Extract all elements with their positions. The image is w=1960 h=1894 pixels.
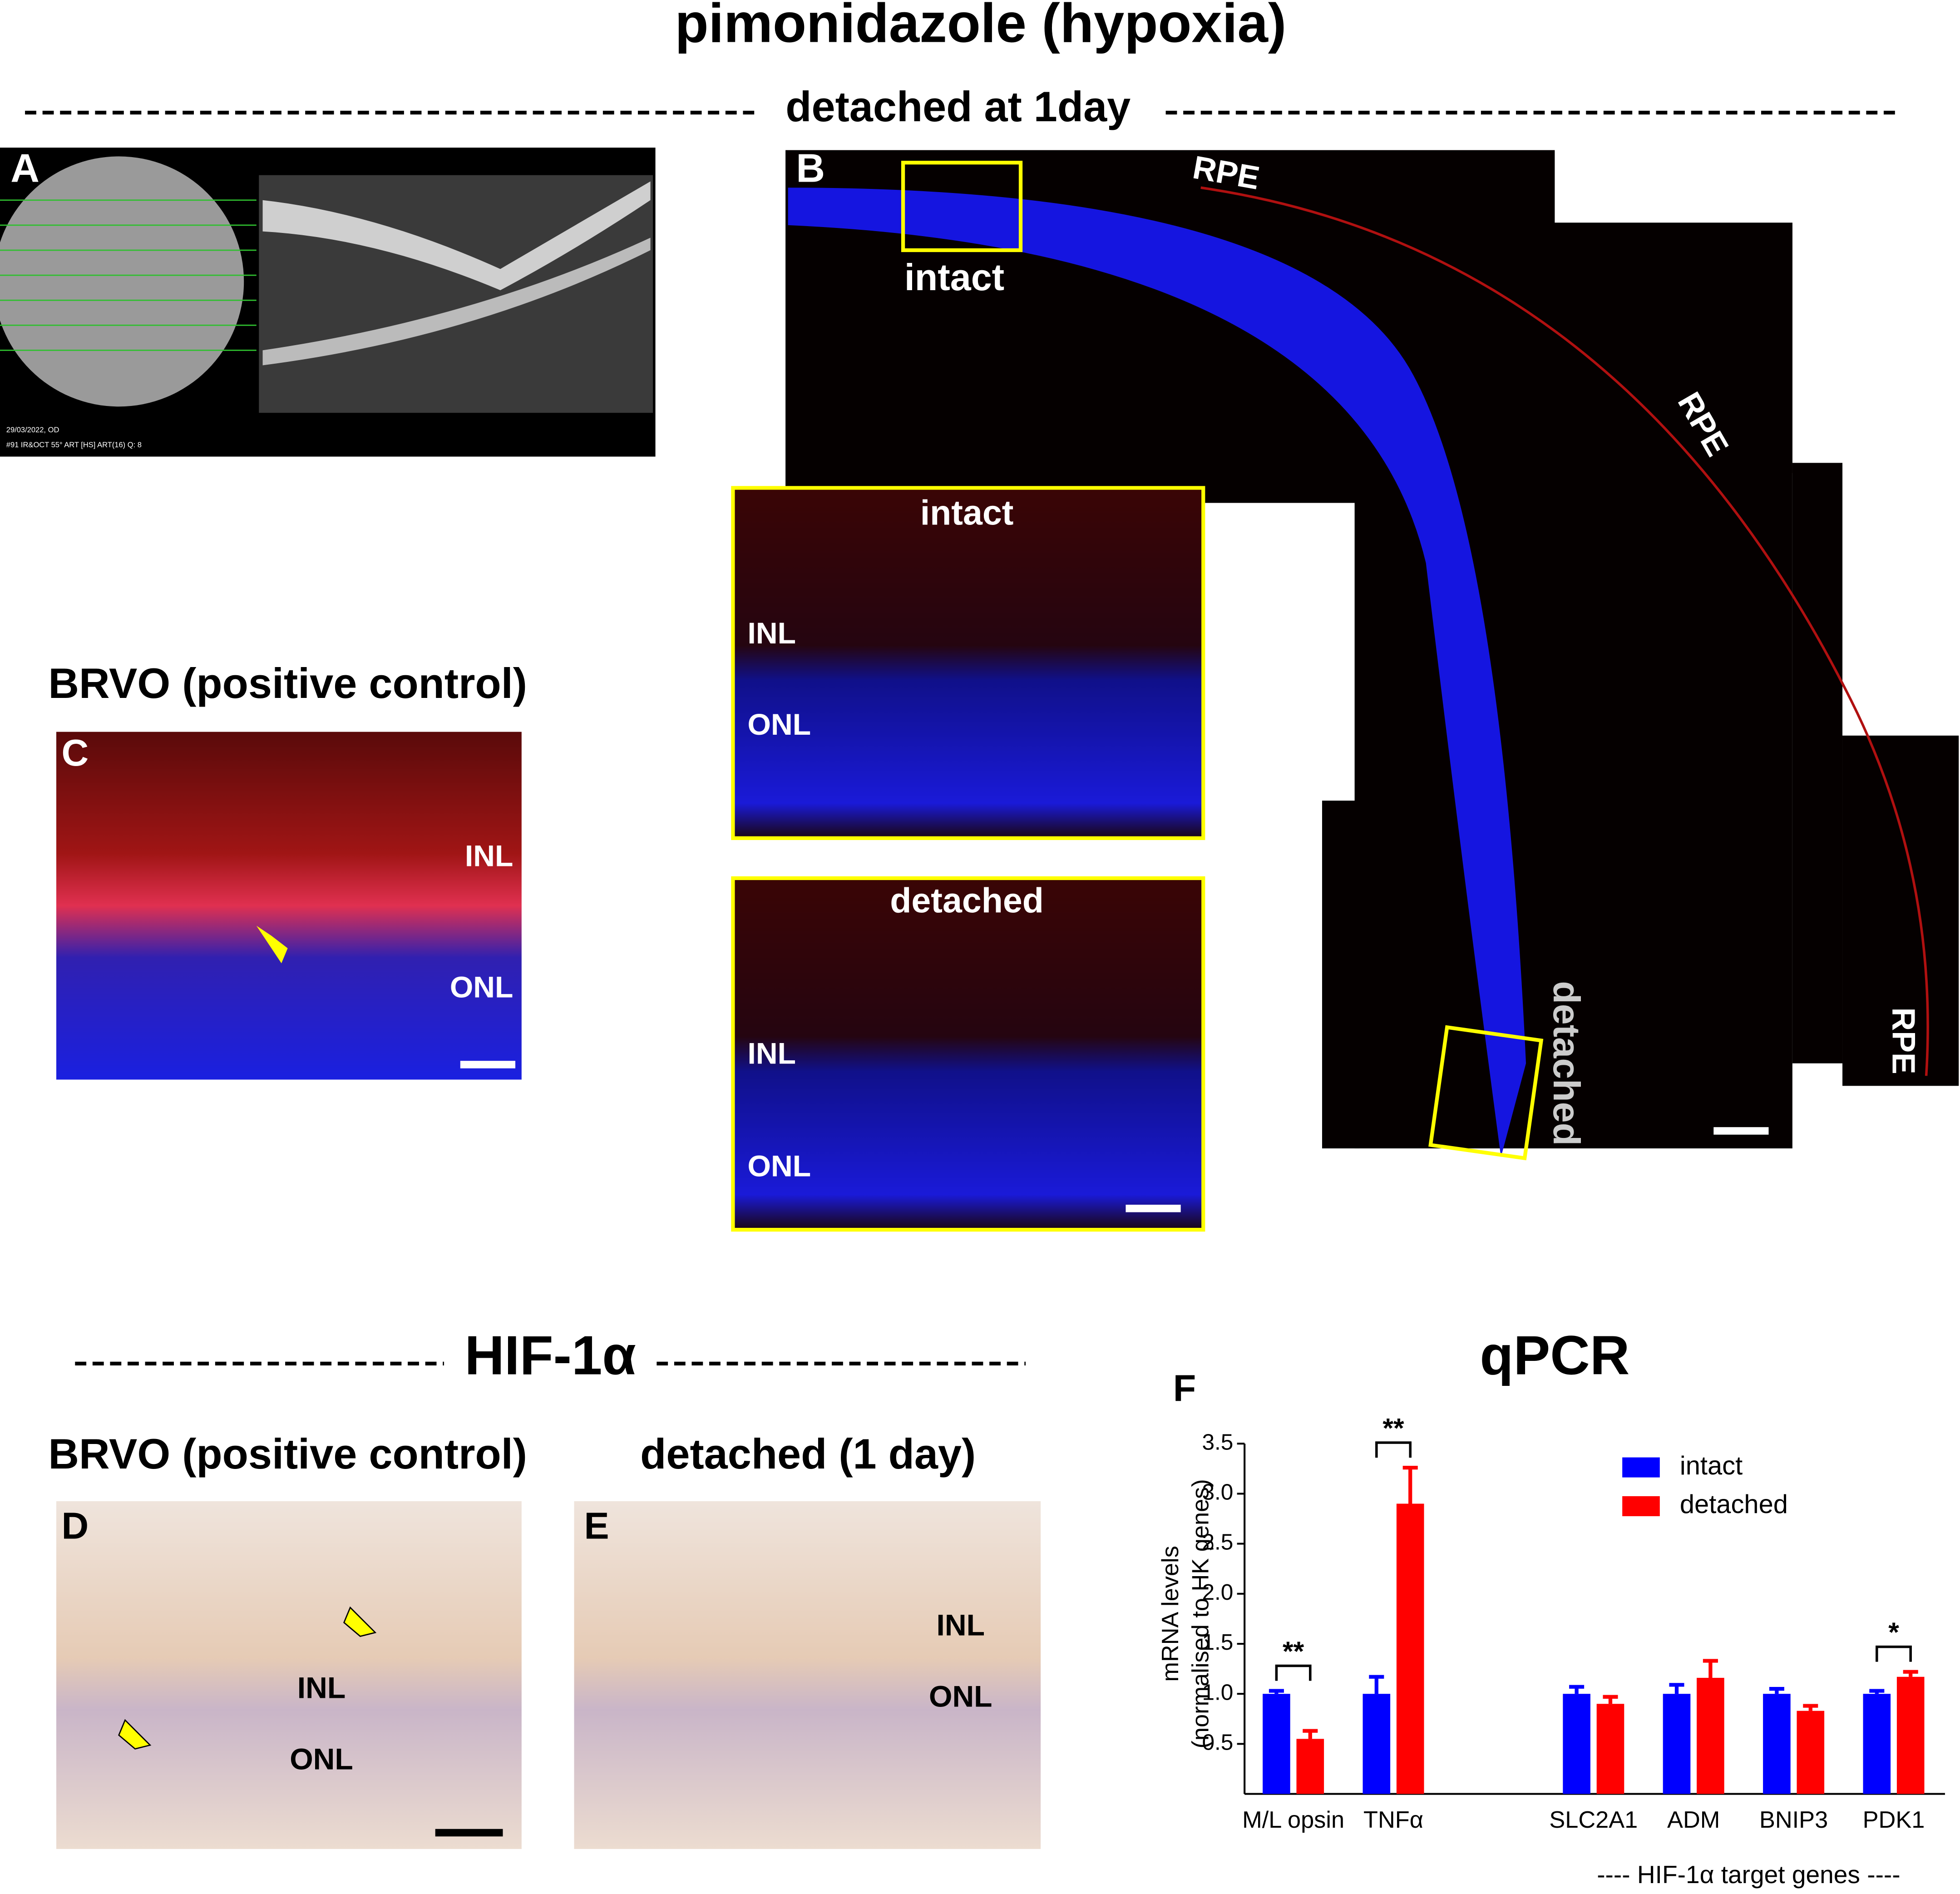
y-tick-label: 1.0 (1202, 1679, 1233, 1705)
bar (1396, 1503, 1424, 1794)
qpcr-chart: 0.5 1.0 1.5 2.0 2.5 3.0 3.5 M/L opsin ** TNFα ** SL… (1202, 1412, 1945, 1833)
inset-title: detached (890, 881, 1044, 920)
y-tick-label: 3.5 (1202, 1429, 1233, 1454)
panel-letter: E (584, 1504, 609, 1547)
y-tick-label: 3.0 (1202, 1479, 1233, 1505)
scale-bar (1713, 1127, 1769, 1135)
bar (1563, 1694, 1590, 1794)
panel-letter: D (61, 1504, 89, 1547)
panel-heading: detached (1 day) (640, 1430, 976, 1478)
significance-bracket (1876, 1645, 1912, 1662)
y-tick-label: 2.0 (1202, 1579, 1233, 1605)
legend-swatch (1622, 1457, 1660, 1478)
significance-label: ** (1283, 1636, 1304, 1667)
legend-swatch (1622, 1496, 1660, 1517)
section-heading: HIF-1α (464, 1325, 636, 1386)
scan-lines (0, 199, 257, 351)
y-tick-label: 2.5 (1202, 1529, 1233, 1555)
x-tick-label: SLC2A1 (1549, 1807, 1638, 1833)
region-label: RPE (1886, 1007, 1922, 1074)
layer-label: ONL (450, 971, 513, 1004)
inset-image (731, 876, 1205, 1232)
bar (1697, 1677, 1724, 1794)
layer-label: INL (937, 1609, 985, 1642)
roi-box (1428, 1025, 1544, 1161)
panel-letter: C (61, 732, 89, 774)
significance-label: ** (1382, 1412, 1404, 1443)
bar (1797, 1711, 1825, 1794)
brvo-image (56, 732, 522, 1080)
panel-letter: A (10, 146, 39, 191)
scan-info: #91 IR&OCT 55° ART [HS] ART(16) Q: 8 (6, 440, 142, 449)
x-tick-label: ADM (1667, 1807, 1720, 1833)
x-tick-label: PDK1 (1863, 1807, 1925, 1833)
legend-label: detached (1680, 1490, 1788, 1519)
figure-title: pimonidazole (hypoxia) (675, 0, 1286, 54)
y-axis-label: mRNA levels (1157, 1546, 1184, 1682)
inset-title: intact (920, 493, 1014, 532)
y-tick-label: 0.5 (1202, 1729, 1233, 1755)
arrow (256, 925, 288, 964)
scale-bar (1126, 1205, 1181, 1212)
bar (1896, 1676, 1925, 1794)
rpe-line (1200, 186, 1929, 1076)
bar (1663, 1694, 1691, 1794)
arrow (343, 1606, 377, 1637)
region-label: intact (904, 256, 1004, 298)
scan-date: 29/03/2022, OD (6, 425, 59, 434)
significance-label: * (1888, 1617, 1899, 1647)
x-tick-label: TNFα (1363, 1807, 1423, 1833)
oct-layer (262, 237, 651, 366)
significance-bracket (1375, 1441, 1412, 1458)
oct-layer (262, 181, 651, 291)
fundus (0, 156, 244, 407)
layer-label: ONL (748, 1150, 811, 1183)
scale-bar (460, 1061, 516, 1068)
layer-label: INL (748, 1037, 796, 1071)
layer-label: ONL (929, 1680, 992, 1714)
scale-bar (435, 1829, 503, 1837)
bar (1296, 1739, 1324, 1794)
bar (1596, 1704, 1624, 1794)
roi-box (901, 161, 1023, 252)
panel-heading: qPCR (1480, 1325, 1629, 1386)
layer-label: INL (465, 839, 513, 873)
layer-label: INL (297, 1671, 346, 1705)
panel-letter: F (1173, 1367, 1196, 1409)
figure-subtitle: detached at 1day (785, 83, 1131, 130)
layer-label: ONL (748, 708, 811, 742)
x-tick-label: BNIP3 (1759, 1807, 1828, 1833)
group-label: ---- HIF-1α target genes ---- (1597, 1860, 1900, 1889)
layer-label: ONL (290, 1742, 353, 1776)
retina-mosaic (785, 150, 1959, 1149)
significance-bracket (1275, 1664, 1312, 1681)
bar (1763, 1694, 1791, 1794)
panel-letter: B (796, 146, 825, 191)
ihc-image (574, 1501, 1041, 1849)
y-tick-label: 1.5 (1202, 1629, 1233, 1655)
layer-label: INL (748, 617, 796, 650)
bar (1863, 1694, 1891, 1794)
panel-heading: BRVO (positive control) (48, 1430, 527, 1478)
region-label: detached (1545, 981, 1588, 1146)
y-axis-label: (normalised to HK genes) (1187, 1479, 1214, 1748)
arrow (118, 1719, 152, 1750)
ihc-image (56, 1501, 522, 1849)
bar (1363, 1694, 1391, 1794)
inset-image (731, 486, 1205, 840)
x-tick-label: M/L opsin (1242, 1807, 1344, 1833)
legend-label: intact (1680, 1451, 1743, 1480)
bar (1263, 1694, 1290, 1794)
panel-heading: BRVO (positive control) (48, 659, 527, 707)
